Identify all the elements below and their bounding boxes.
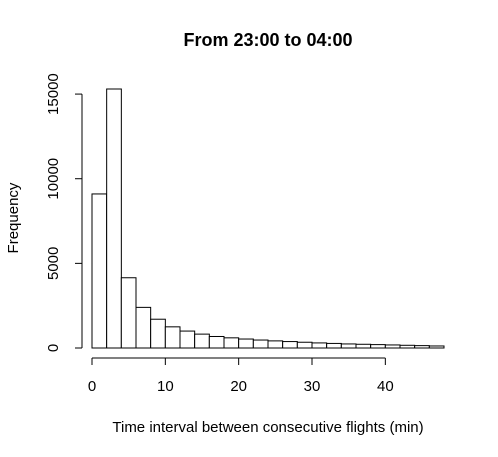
histogram-bar-15 <box>311 342 328 349</box>
histogram-bar-0 <box>91 193 108 349</box>
histogram-bar-21 <box>399 344 416 349</box>
histogram-bar-19 <box>370 344 386 349</box>
histogram-bar-3 <box>135 306 152 349</box>
x-tick-label-0: 0 <box>88 378 96 395</box>
histogram-bar-9 <box>223 337 240 349</box>
chart-title: From 23:00 to 04:00 <box>183 30 352 50</box>
x-tick-label-3: 30 <box>304 378 321 395</box>
x-tick-label-1: 10 <box>157 378 174 395</box>
histogram-bar-5 <box>164 326 181 349</box>
y-tick-label-3: 15000 <box>45 73 62 115</box>
y-tick-label-2: 10000 <box>45 158 62 200</box>
histogram-bar-23 <box>428 345 445 349</box>
histogram-bar-12 <box>267 340 284 349</box>
histogram-bar-17 <box>340 343 357 349</box>
x-axis: 0 10 20 30 40 <box>88 357 394 395</box>
histogram-bar-16 <box>326 342 342 349</box>
x-axis-label: Time interval between consecutive flight… <box>112 419 423 436</box>
histogram-bar-22 <box>414 345 430 349</box>
histogram-bar-13 <box>282 341 298 349</box>
y-axis: 0 5000 10000 15000 <box>45 73 83 352</box>
y-tick-label-1: 5000 <box>45 247 62 280</box>
histogram-bar-11 <box>252 339 269 349</box>
histogram-bar-20 <box>384 344 401 349</box>
histogram-bar-14 <box>296 341 313 349</box>
histogram-bar-10 <box>238 338 254 349</box>
histogram-bar-18 <box>355 343 372 349</box>
histogram-bar-1 <box>106 88 122 349</box>
histogram-bar-4 <box>150 318 166 349</box>
x-tick-label-2: 20 <box>230 378 247 395</box>
histogram-bar-6 <box>179 330 196 349</box>
y-axis-label: Frequency <box>5 182 22 253</box>
histogram-bar-8 <box>208 335 225 349</box>
histogram-bars <box>91 88 445 349</box>
x-tick-label-4: 40 <box>377 378 394 395</box>
histogram-bar-2 <box>120 277 137 349</box>
histogram-bar-7 <box>194 333 210 349</box>
y-tick-label-0: 0 <box>45 344 62 352</box>
